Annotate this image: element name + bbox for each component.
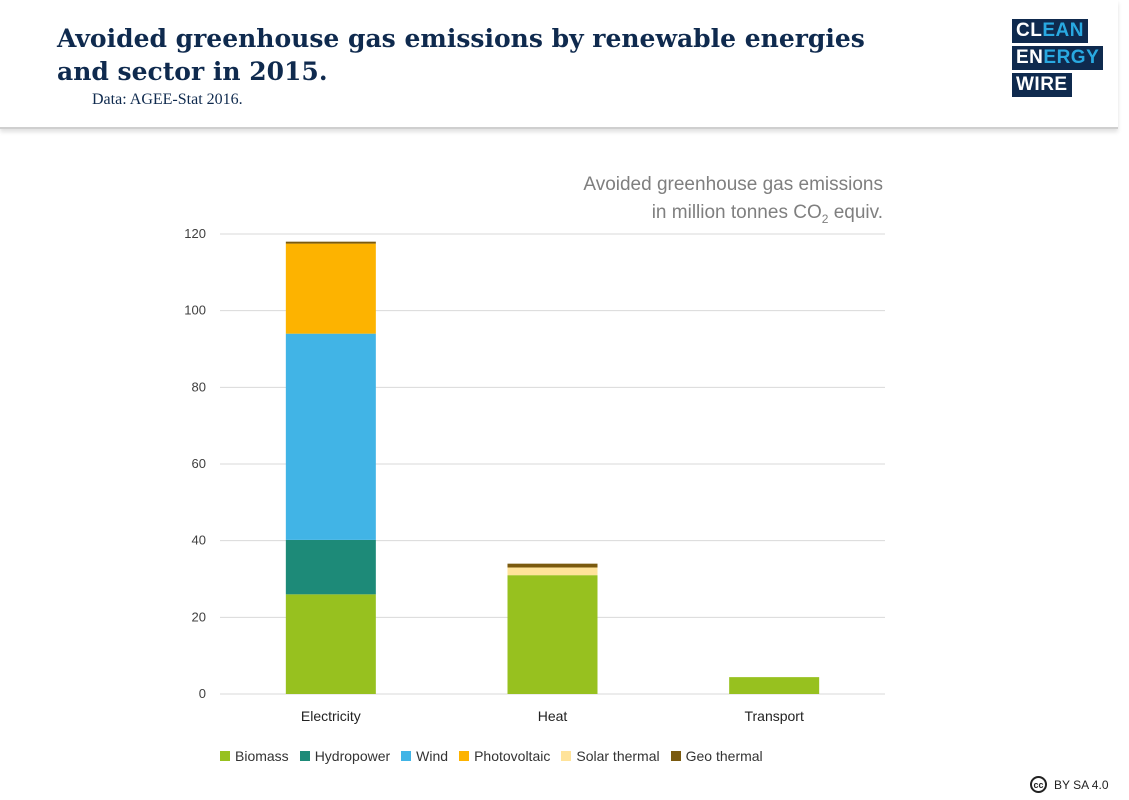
y-tick-label: 60 (192, 456, 206, 471)
bar-geo-thermal-electricity (285, 241, 376, 244)
clean-energy-wire-logo: CLEAN ENERGY WIRE (1012, 19, 1104, 100)
bar-wind-electricity (285, 333, 376, 540)
logo-line-3: WIRE (1012, 73, 1072, 97)
bar-biomass-electricity (285, 594, 376, 694)
chart-unit-note: Avoided greenhouse gas emissions in mill… (440, 171, 883, 233)
legend-item: Biomass (220, 748, 289, 764)
x-tick-label: Electricity (301, 708, 361, 724)
legend-swatch (401, 751, 412, 761)
legend-label: Biomass (235, 748, 289, 764)
y-tick-label: 0 (199, 686, 206, 701)
legend-item: Photovoltaic (459, 748, 550, 764)
y-tick-label: 100 (184, 303, 206, 318)
legend-label: Geo thermal (685, 748, 763, 764)
bar-hydropower-electricity (285, 539, 376, 595)
creative-commons-icon: cc (1030, 776, 1047, 793)
data-source: Data: AGEE-Stat 2016. (92, 91, 243, 108)
logo-line-2: ENERGY (1012, 46, 1104, 70)
y-tick-label: 120 (184, 226, 206, 241)
legend-item: Solar thermal (561, 748, 660, 764)
license: cc BY SA 4.0 (1030, 776, 1109, 793)
legend-label: Hydropower (314, 748, 391, 764)
legend-label: Wind (416, 748, 449, 764)
legend-swatch (220, 751, 230, 761)
y-tick-label: 80 (192, 379, 206, 394)
bar-solar-thermal-heat (507, 567, 598, 576)
legend-label: Solar thermal (576, 748, 660, 764)
legend-item: Hydropower (299, 748, 391, 764)
bar-photovoltaic-electricity (285, 243, 376, 334)
bar-biomass-heat (507, 575, 598, 694)
legend-label: Photovoltaic (474, 748, 551, 764)
header-band (0, 0, 1118, 129)
legend-swatch (561, 751, 572, 761)
legend-item: Geo thermal (670, 748, 763, 764)
legend-swatch (299, 751, 310, 761)
x-tick-label: Transport (744, 708, 804, 724)
legend-swatch (459, 751, 470, 761)
bar-biomass-transport (729, 677, 820, 694)
legend-swatch (670, 751, 681, 761)
unit-note-line-1: Avoided greenhouse gas emissions (583, 174, 883, 195)
x-tick-label: Heat (538, 708, 568, 724)
legend-item: Wind (401, 748, 448, 764)
unit-note-line-2: in million tonnes CO2 equiv. (651, 202, 883, 226)
bar-geo-thermal-heat (507, 563, 598, 568)
logo-line-1: CLEAN (1012, 19, 1088, 43)
page-title: Avoided greenhouse gas emissions by rene… (57, 24, 865, 86)
chart-legend: Biomass Hydropower Wind Photovoltaic Solar t… (220, 748, 920, 764)
license-text: BY SA 4.0 (1054, 777, 1109, 792)
y-tick-label: 40 (192, 533, 206, 548)
y-tick-label: 20 (192, 609, 206, 624)
